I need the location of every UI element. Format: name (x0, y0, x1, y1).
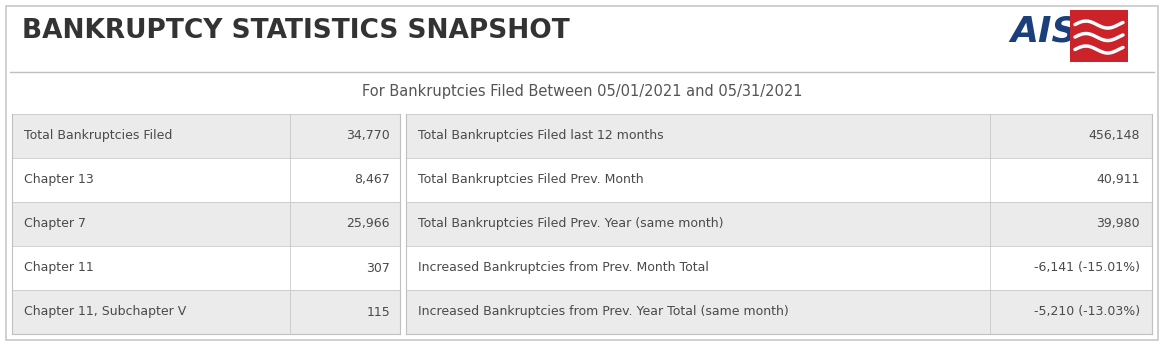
Text: 25,966: 25,966 (347, 218, 390, 230)
Text: 8,467: 8,467 (354, 173, 390, 186)
Bar (406, 114, 1152, 158)
Bar (12, 202, 400, 246)
Text: Total Bankruptcies Filed: Total Bankruptcies Filed (24, 129, 172, 143)
Bar (12, 114, 400, 158)
Bar (12, 158, 400, 202)
Text: Total Bankruptcies Filed last 12 months: Total Bankruptcies Filed last 12 months (418, 129, 663, 143)
Text: 456,148: 456,148 (1088, 129, 1140, 143)
Text: 307: 307 (367, 262, 390, 274)
Text: Total Bankruptcies Filed Prev. Month: Total Bankruptcies Filed Prev. Month (418, 173, 644, 186)
Text: Total Bankruptcies Filed Prev. Year (same month): Total Bankruptcies Filed Prev. Year (sam… (418, 218, 724, 230)
Text: Chapter 7: Chapter 7 (24, 218, 86, 230)
Text: -5,210 (-13.03%): -5,210 (-13.03%) (1034, 306, 1140, 319)
Text: -6,141 (-15.01%): -6,141 (-15.01%) (1034, 262, 1140, 274)
Text: 39,980: 39,980 (1096, 218, 1140, 230)
Bar (1070, 10, 1128, 62)
Bar (406, 246, 1152, 290)
Text: For Bankruptcies Filed Between 05/01/2021 and 05/31/2021: For Bankruptcies Filed Between 05/01/202… (362, 84, 802, 99)
Bar (406, 290, 1152, 334)
Text: Chapter 13: Chapter 13 (24, 173, 94, 186)
Text: Chapter 11: Chapter 11 (24, 262, 94, 274)
Text: 115: 115 (367, 306, 390, 319)
Text: 40,911: 40,911 (1096, 173, 1140, 186)
Bar (12, 290, 400, 334)
Text: 34,770: 34,770 (346, 129, 390, 143)
Bar (12, 246, 400, 290)
Text: BANKRUPTCY STATISTICS SNAPSHOT: BANKRUPTCY STATISTICS SNAPSHOT (22, 18, 569, 44)
Text: Chapter 11, Subchapter V: Chapter 11, Subchapter V (24, 306, 186, 319)
Text: Increased Bankruptcies from Prev. Month Total: Increased Bankruptcies from Prev. Month … (418, 262, 709, 274)
Text: AIS: AIS (1010, 14, 1078, 48)
Bar (406, 202, 1152, 246)
Text: Increased Bankruptcies from Prev. Year Total (same month): Increased Bankruptcies from Prev. Year T… (418, 306, 789, 319)
Bar (406, 158, 1152, 202)
